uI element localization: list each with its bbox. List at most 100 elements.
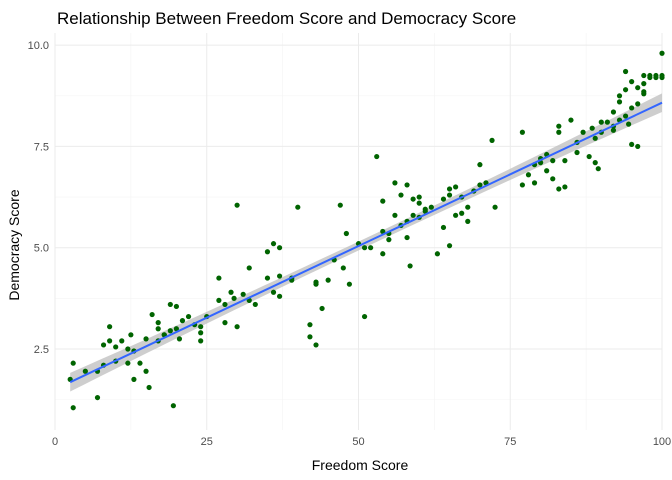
data-point: [392, 212, 398, 218]
data-point: [276, 245, 283, 251]
data-point: [459, 210, 465, 216]
data-point: [635, 143, 641, 150]
data-point: [173, 303, 179, 310]
regression-line: [69, 101, 663, 384]
data-point: [167, 328, 173, 334]
data-point: [216, 275, 222, 281]
data-point: [231, 295, 237, 301]
data-point: [125, 360, 131, 366]
data-point: [240, 291, 246, 297]
data-point: [276, 273, 283, 279]
data-point: [295, 204, 301, 210]
data-point: [407, 263, 413, 269]
data-point: [416, 200, 422, 206]
y-tick-label: 7.5: [34, 141, 49, 153]
data-point: [137, 360, 143, 366]
data-point: [453, 184, 459, 190]
data-point: [313, 342, 319, 348]
data-point: [641, 81, 647, 87]
y-axis-ticks: 2.5 5.0 7.5 10.0: [28, 40, 49, 356]
x-tick-label: 50: [352, 436, 364, 448]
data-point: [264, 249, 271, 255]
data-point: [477, 182, 483, 188]
data-point: [325, 277, 331, 283]
data-point: [404, 234, 410, 241]
data-point: [641, 91, 647, 97]
data-point: [340, 265, 346, 271]
data-point: [622, 113, 629, 119]
data-point: [131, 376, 137, 382]
data-point: [246, 265, 252, 271]
data-point: [346, 281, 352, 287]
data-point: [319, 305, 325, 312]
data-point: [368, 245, 374, 251]
data-point: [626, 121, 632, 127]
data-point: [550, 158, 556, 164]
data-point: [264, 275, 271, 281]
data-point: [562, 184, 568, 190]
data-point: [465, 204, 471, 210]
data-point: [398, 192, 404, 198]
data-point: [446, 186, 453, 192]
data-point: [252, 301, 258, 308]
data-point: [556, 129, 562, 135]
data-point: [586, 153, 592, 160]
data-point: [422, 206, 428, 212]
data-point: [556, 123, 562, 129]
data-point: [343, 230, 349, 237]
data-point: [374, 153, 380, 160]
data-point: [276, 293, 283, 299]
data-point: [598, 119, 604, 125]
data-point: [228, 289, 234, 295]
data-point: [477, 162, 483, 168]
data-point: [629, 79, 635, 85]
data-point: [589, 125, 595, 131]
data-point: [185, 313, 192, 320]
data-point: [222, 320, 228, 326]
data-point: [574, 149, 580, 156]
data-point: [313, 279, 319, 285]
data-point: [155, 326, 161, 332]
data-point: [70, 360, 76, 366]
data-point: [361, 245, 368, 251]
data-point: [525, 172, 532, 178]
data-point: [629, 141, 635, 148]
data-point: [404, 182, 410, 188]
data-point: [222, 301, 228, 308]
data-point: [176, 336, 183, 342]
data-point: [568, 117, 574, 123]
data-point: [270, 241, 277, 247]
data-point: [622, 68, 629, 75]
y-axis-title: Democracy Score: [6, 189, 22, 300]
data-point: [440, 196, 447, 202]
x-tick-label: 25: [201, 436, 213, 448]
data-point: [453, 212, 459, 218]
data-point: [270, 289, 277, 295]
data-point: [616, 99, 623, 105]
data-point: [519, 129, 525, 135]
data-point: [622, 87, 629, 93]
data-point: [659, 50, 665, 56]
data-point: [635, 85, 641, 91]
data-point: [216, 297, 222, 303]
data-point: [198, 330, 204, 336]
data-point: [550, 176, 556, 182]
x-tick-label: 100: [653, 436, 671, 448]
data-point: [380, 198, 386, 204]
x-tick-label: 75: [504, 436, 516, 448]
data-points: [67, 50, 665, 411]
data-point: [82, 368, 88, 374]
data-point: [610, 127, 617, 133]
data-point: [307, 334, 313, 340]
data-point: [100, 342, 107, 348]
data-point: [492, 204, 498, 210]
data-point: [410, 196, 416, 202]
data-point: [380, 228, 386, 235]
data-point: [392, 180, 398, 186]
data-point: [519, 182, 525, 188]
x-axis-title: Freedom Score: [312, 457, 409, 473]
data-point: [307, 322, 313, 328]
data-point: [173, 326, 179, 332]
data-point: [107, 324, 113, 330]
